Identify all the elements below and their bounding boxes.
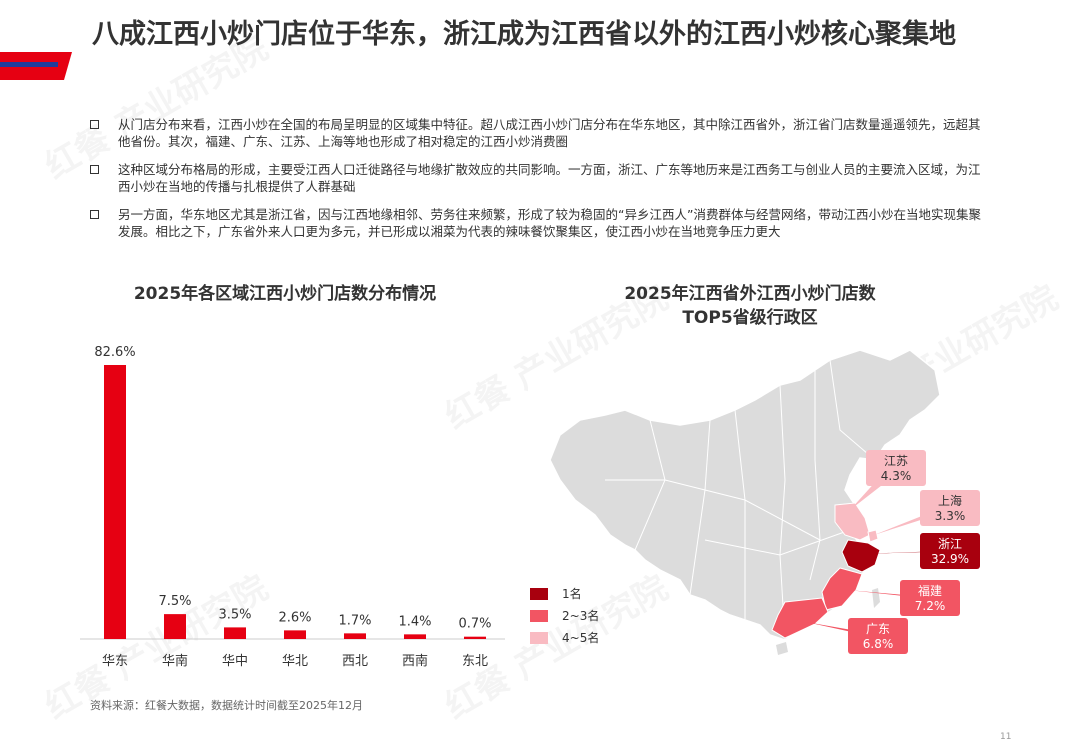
category-label: 西北 [342,654,368,669]
accent-bar [0,52,72,80]
callout-value: 4.3% [881,469,912,483]
province-borders [605,359,876,641]
bar-东北 [464,636,486,639]
callout-box [920,490,980,526]
bar-value-label: 82.6% [94,345,135,360]
bar-value-label: 2.6% [278,610,311,625]
callout-region-name: 福建 [918,583,942,598]
bar-华南 [164,614,186,639]
legend-swatch [530,588,548,600]
island-taiwan [872,588,880,608]
callout-value: 7.2% [915,599,946,613]
callout-region-name: 江苏 [884,454,908,468]
legend-label: 2~3名 [562,609,600,623]
region-jiangsu [834,502,871,541]
bar-chart-title: 2025年各区域江西小炒门店数分布情况 [133,284,437,304]
bullet-square-icon [90,210,99,219]
bar-华中 [224,627,246,639]
callout-region-name: 广东 [866,622,890,636]
callout-region-name: 上海 [938,493,962,508]
bar-华东 [104,365,126,639]
region-guangdong [771,597,829,639]
legend-item: 2~3名 [530,607,599,629]
callout-box [866,450,926,486]
bullet-square-icon [90,120,99,129]
legend-item: 1名 [530,585,599,607]
bar-value-label: 1.4% [398,614,431,629]
category-label: 华中 [222,654,248,669]
bullet-item: 从门店分布来看，江西小炒在全国的布局呈明显的区域集中特征。超八成江西小炒门店分布… [90,116,990,150]
legend-swatch [530,610,548,622]
page-number: 11 [1000,732,1012,742]
callout-region-name: 浙江 [938,537,962,551]
bullet-item: 这种区域分布格局的形成，主要受江西人口迁徙路径与地缘扩散效应的共同影响。一方面，… [90,161,990,195]
bullet-square-icon [90,165,99,174]
source-note: 资料来源：红餐大数据，数据统计时间截至2025年12月 [90,699,363,712]
callout-value: 6.8% [863,637,894,651]
legend-label: 4~5名 [562,631,600,645]
bar-value-label: 0.7% [458,617,491,632]
map-chart-title: 2025年江西省外江西小炒门店数TOP5省级行政区 [624,284,876,328]
bullet-text: 另一方面，华东地区尤其是浙江省，因与江西地缘相邻、劳务往来频繁，形成了较为稳固的… [118,207,981,239]
legend-item: 4~5名 [530,629,599,651]
bar-value-label: 1.7% [338,613,371,628]
bar-chart: 82.6% 华东 7.5% 华南 3.5% 华中 2.6% 华北 1.7% 西北 1.4% 西南 0.7… [80,345,505,669]
category-label: 西南 [402,653,428,669]
category-label: 华东 [102,654,128,669]
bullet-list: 从门店分布来看，江西小炒在全国的布局呈明显的区域集中特征。超八成江西小炒门店分布… [90,116,990,251]
bar-西南 [404,634,426,639]
category-label: 华北 [282,654,308,669]
bar-西北 [344,633,366,639]
region-fujian [821,567,863,611]
callout-box [848,618,908,654]
callout-box [900,580,960,616]
category-label: 东北 [462,654,488,669]
region-zhejiang [841,539,881,573]
legend-label: 1名 [562,587,582,601]
bullet-item: 另一方面，华东地区尤其是浙江省，因与江西地缘相邻、劳务往来频繁，形成了较为稳固的… [90,206,990,240]
island-hainan [776,642,788,655]
bar-value-label: 3.5% [218,607,251,622]
callout-box [920,533,980,569]
region-shanghai [867,529,879,543]
bullet-text: 这种区域分布格局的形成，主要受江西人口迁徙路径与地缘扩散效应的共同影响。一方面，… [118,162,981,194]
bullet-text: 从门店分布来看，江西小炒在全国的布局呈明显的区域集中特征。超八成江西小炒门店分布… [118,117,981,149]
page-title: 八成江西小炒门店位于华东，浙江成为江西省以外的江西小炒核心聚集地 [92,19,956,50]
bar-value-label: 7.5% [158,594,191,609]
callout-value: 3.3% [935,509,966,523]
bar-华北 [284,630,306,639]
legend-swatch [530,632,548,644]
category-label: 华南 [162,653,188,669]
callout-value: 32.9% [931,552,969,566]
map-legend: 1名 2~3名 4~5名 [530,585,599,651]
